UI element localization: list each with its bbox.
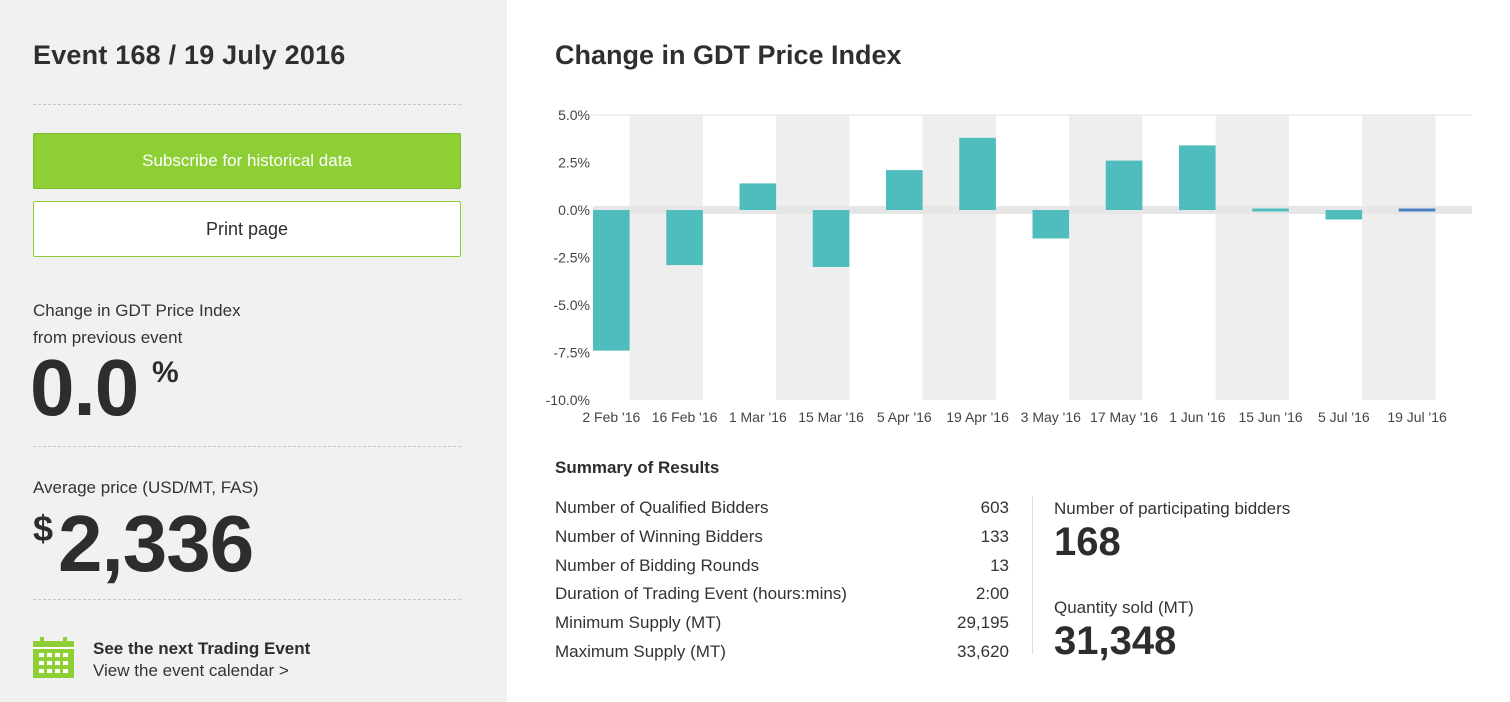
summary-label: Duration of Trading Event (hours:mins) xyxy=(555,584,847,604)
summary-value: 603 xyxy=(980,498,1009,518)
bar xyxy=(886,170,923,210)
chart-stripe xyxy=(1398,115,1436,400)
summary-label: Number of Qualified Bidders xyxy=(555,498,769,518)
summary-label: Minimum Supply (MT) xyxy=(555,613,722,633)
change-label-line2: from previous event xyxy=(33,328,183,347)
summary-row: Duration of Trading Event (hours:mins) 2:… xyxy=(555,580,1009,609)
summary-label: Number of Bidding Rounds xyxy=(555,555,760,575)
summary-row: Number of Bidding Rounds 13 xyxy=(555,551,1009,580)
bar xyxy=(593,210,630,351)
summary-row: Number of Winning Bidders 133 xyxy=(555,523,1009,552)
summary-title: Summary of Results xyxy=(555,458,720,477)
y-tick-label: 5.0% xyxy=(558,107,590,123)
summary-row: Number of Qualified Bidders 603 xyxy=(555,494,1009,523)
y-tick-label: -5.0% xyxy=(553,297,590,313)
next-event-title: See the next Trading Event xyxy=(93,639,311,658)
summary-value: 133 xyxy=(980,527,1009,547)
average-price-label: Average price (USD/MT, FAS) xyxy=(33,478,259,497)
divider xyxy=(33,104,461,105)
bar xyxy=(1325,210,1363,220)
summary-value: 2:00 xyxy=(975,584,1009,604)
change-unit: % xyxy=(152,356,179,389)
participating-bidders-label: Number of participating bidders xyxy=(1054,499,1291,518)
x-tick-label: 19 Apr '16 xyxy=(946,409,1009,425)
change-value: 0.0 xyxy=(30,343,139,432)
y-tick-label: 2.5% xyxy=(558,155,590,171)
y-tick-label: -7.5% xyxy=(553,345,590,361)
summary-value: 29,195 xyxy=(957,613,1009,633)
subscribe-button[interactable]: Subscribe for historical data xyxy=(33,133,461,189)
divider xyxy=(33,599,461,600)
x-tick-label: 5 Jul '16 xyxy=(1318,409,1370,425)
average-price-currency: $ xyxy=(33,508,54,549)
quantity-sold-label: Quantity sold (MT) xyxy=(1054,598,1194,617)
chart-stripe xyxy=(629,115,667,400)
event-title: Event 168 / 19 July 2016 xyxy=(33,40,346,70)
summary-divider xyxy=(1032,496,1033,654)
y-tick-label: 0.0% xyxy=(558,202,590,218)
x-tick-label: 5 Apr '16 xyxy=(877,409,932,425)
participating-bidders-value: 168 xyxy=(1054,520,1121,564)
change-label: Change in GDT Price Index from previous … xyxy=(33,297,241,351)
x-tick-label: 2 Feb '16 xyxy=(582,409,640,425)
x-tick-label: 15 Jun '16 xyxy=(1238,409,1302,425)
x-tick-label: 15 Mar '16 xyxy=(798,409,864,425)
chart-stripe xyxy=(1215,115,1253,400)
chart-stripe xyxy=(922,115,960,400)
summary-value: 33,620 xyxy=(957,641,1009,661)
bar xyxy=(666,210,703,266)
summary-row: Maximum Supply (MT) 33,620 xyxy=(555,637,1009,666)
summary-row: Minimum Supply (MT) 29,195 xyxy=(555,609,1009,638)
x-tick-label: 1 Mar '16 xyxy=(729,409,787,425)
bar xyxy=(1105,160,1143,210)
average-price-value: 2,336 xyxy=(58,499,254,588)
y-tick-label: -10.0% xyxy=(546,392,590,408)
chart-stripe xyxy=(1362,115,1399,400)
x-tick-label: 3 May '16 xyxy=(1021,409,1081,425)
summary-table: Number of Qualified Bidders 603 Number of… xyxy=(555,494,1009,666)
quantity-sold-value: 31,348 xyxy=(1054,619,1177,663)
chart-stripe xyxy=(776,115,813,400)
left-panel: Event 168 / 19 July 2016 Subscribe for h… xyxy=(0,0,507,702)
x-tick-label: 17 May '16 xyxy=(1090,409,1158,425)
chart-title: Change in GDT Price Index xyxy=(555,40,902,70)
bar xyxy=(959,137,996,210)
event-calendar-link[interactable]: View the event calendar > xyxy=(93,661,289,680)
chart-stripe xyxy=(1069,115,1106,400)
summary-label: Maximum Supply (MT) xyxy=(555,641,726,661)
bar xyxy=(1398,208,1436,212)
bar xyxy=(812,210,850,267)
x-tick-label: 16 Feb '16 xyxy=(652,409,718,425)
bar xyxy=(1032,210,1070,239)
bar xyxy=(739,183,777,210)
chart-stripe xyxy=(1252,115,1289,400)
summary-label: Number of Winning Bidders xyxy=(555,527,763,547)
bar xyxy=(1252,208,1289,212)
price-index-chart: 5.0% 2.5% 0.0% -2.5% -5.0% -7.5% -10.0%2 Feb '… xyxy=(546,107,1472,425)
x-tick-label: 19 Jul '16 xyxy=(1387,409,1447,425)
y-tick-label: -2.5% xyxy=(553,250,590,266)
bar xyxy=(1179,145,1216,210)
x-tick-label: 1 Jun '16 xyxy=(1169,409,1226,425)
summary-value: 13 xyxy=(990,555,1009,575)
calendar-icon[interactable] xyxy=(33,637,74,678)
change-label-line1: Change in GDT Price Index xyxy=(33,301,241,320)
chart-stripe xyxy=(1105,115,1143,400)
print-page-button[interactable]: Print page xyxy=(33,201,461,257)
divider xyxy=(33,446,461,447)
